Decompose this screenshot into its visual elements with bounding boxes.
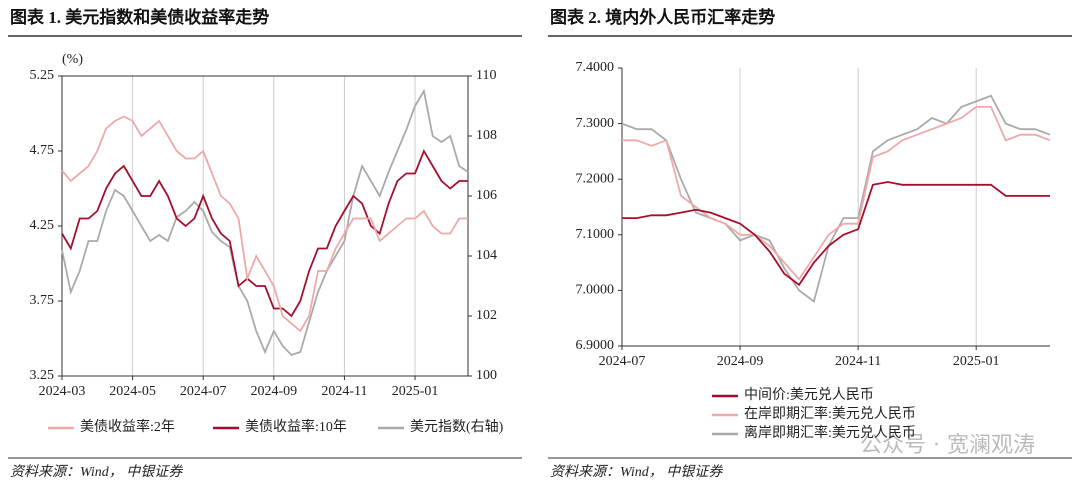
legend-label: 离岸即期汇率:美元兑人民币 xyxy=(744,424,916,441)
series-line xyxy=(622,181,1050,287)
x-tick-label: 2024-09 xyxy=(717,354,764,369)
y2-tick-label: 106 xyxy=(476,188,497,203)
legend-label: 美债收益率:10年 xyxy=(245,418,347,435)
y-tick-label: 3.25 xyxy=(30,368,55,383)
x-tick-label: 2025-01 xyxy=(392,384,439,399)
legend-label: 美元指数(右轴) xyxy=(410,419,504,435)
chart-title: 图表 2. 境内外人民币汇率走势 xyxy=(550,7,775,27)
legend-label: 在岸即期汇率:美元兑人民币 xyxy=(744,405,916,422)
y-tick-label: 6.9000 xyxy=(576,338,615,353)
y-tick-label: 5.25 xyxy=(30,68,55,83)
y-tick-label: 3.75 xyxy=(30,293,55,308)
y-tick-label: 7.3000 xyxy=(576,116,615,131)
x-tick-label: 2024-07 xyxy=(180,384,227,399)
y2-tick-label: 102 xyxy=(476,308,497,323)
y2-tick-label: 108 xyxy=(476,128,497,143)
y2-tick-label: 104 xyxy=(476,248,497,263)
y-tick-label: 7.0000 xyxy=(576,283,615,298)
source: 资料来源：Wind， 中银证券 xyxy=(550,464,723,480)
series-line xyxy=(61,148,468,318)
x-tick-label: 2024-11 xyxy=(835,354,881,369)
y-tick-label: 7.2000 xyxy=(576,171,615,186)
source: 资料来源：Wind， 中银证券 xyxy=(10,464,183,480)
series-line xyxy=(621,94,1051,304)
x-tick-label: 2024-11 xyxy=(321,384,367,399)
series-line xyxy=(61,88,469,357)
y-tick-label: 4.25 xyxy=(30,218,55,233)
chart-title: 图表 1. 美元指数和美债收益率走势 xyxy=(10,7,269,27)
watermark: 公众号 · 宽澜观涛 xyxy=(860,433,1035,458)
y-tick-label: 7.4000 xyxy=(576,60,615,75)
y2-tick-label: 110 xyxy=(476,68,496,83)
series-line xyxy=(61,115,468,333)
y-axis-unit: (%) xyxy=(62,52,83,67)
y2-tick-label: 100 xyxy=(476,368,497,383)
x-tick-label: 2024-05 xyxy=(109,384,156,399)
y-tick-label: 7.1000 xyxy=(576,227,615,242)
x-tick-label: 2024-07 xyxy=(599,354,646,369)
legend-label: 美债收益率:2年 xyxy=(80,418,175,435)
x-tick-label: 2025-01 xyxy=(953,354,1000,369)
x-tick-label: 2024-03 xyxy=(39,384,86,399)
legend-label: 中间价:美元兑人民币 xyxy=(744,387,874,403)
x-tick-label: 2024-09 xyxy=(250,384,297,399)
y-tick-label: 4.75 xyxy=(30,143,55,158)
series-line xyxy=(622,106,1051,281)
